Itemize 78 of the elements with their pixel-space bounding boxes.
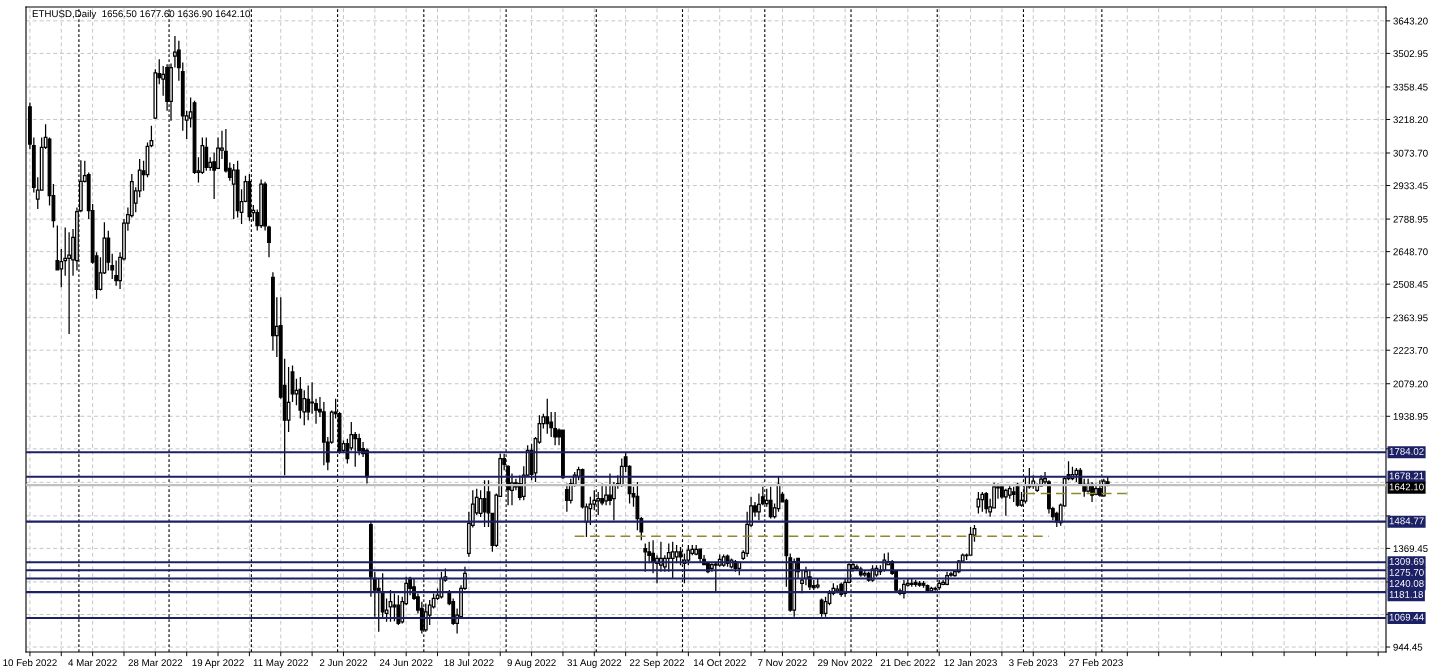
candlestick (259, 178, 264, 229)
ref-line-label: 1784.02 (1389, 447, 1424, 455)
candlestick (1074, 467, 1079, 483)
candlestick (984, 491, 989, 515)
y-tick-label: 2508.45 (1393, 280, 1428, 288)
x-tick-label: 22 Sep 2022 (629, 659, 685, 669)
x-tick-label: 3 Feb 2023 (1009, 658, 1058, 667)
y-tick-label: 2223.70 (1393, 346, 1428, 354)
x-tick-label: 12 Jan 2023 (944, 659, 997, 667)
candlestick (976, 491, 981, 515)
candlestick (737, 561, 742, 576)
ref-line-label: 1181.18 (1389, 591, 1423, 598)
ref-line-label: 1069.44 (1389, 613, 1424, 621)
candlestick (1003, 488, 1008, 517)
candlestick (666, 542, 671, 573)
candlestick (204, 136, 209, 172)
candlestick (670, 541, 675, 580)
y-tick-label: 1369.45 (1393, 545, 1428, 553)
y-tick-label: 944.45 (1393, 643, 1423, 651)
x-tick-label: 4 Mar 2022 (68, 659, 117, 667)
y-tick-label: 2363.95 (1393, 314, 1428, 322)
candlestick (553, 411, 558, 446)
ref-line-label: 1240.08 (1389, 580, 1424, 587)
y-tick-label: 3502.95 (1393, 50, 1428, 58)
candlestick (321, 401, 326, 466)
candlestick (388, 589, 393, 623)
candlestick (815, 577, 820, 590)
ref-line-label: 1678.21 (1389, 472, 1424, 480)
x-tick-label: 18 Jul 2022 (444, 658, 494, 667)
candlestick (925, 583, 930, 593)
x-tick-label: 2 Jun 2022 (319, 659, 368, 667)
candlestick (917, 580, 922, 588)
x-tick-label: 11 May 2022 (253, 659, 309, 669)
y-tick-label: 2933.45 (1393, 182, 1428, 190)
x-tick-label: 14 Oct 2022 (693, 659, 746, 667)
ref-line-label: 1275.70 (1389, 569, 1424, 576)
y-tick-label: 2788.95 (1393, 215, 1428, 223)
candlestick (545, 398, 550, 435)
x-tick-label: 27 Feb 2023 (1069, 658, 1123, 667)
candlestick (1015, 482, 1020, 508)
x-tick-label: 9 Aug 2022 (507, 659, 556, 669)
y-tick-label: 3358.45 (1393, 83, 1428, 91)
y-tick-label: 2079.20 (1393, 380, 1428, 388)
candlestick (231, 163, 236, 220)
y-tick-label: 1938.95 (1393, 413, 1428, 420)
candlestick (561, 429, 565, 480)
y-tick-label: 3218.20 (1393, 116, 1428, 124)
candlestick (819, 597, 824, 618)
y-tick-label: 3643.20 (1393, 17, 1428, 25)
x-tick-label: 19 Apr 2022 (192, 659, 244, 669)
chart-title: ETHUSD,Daily 1656.50 1677.60 1636.90 1642.10 (32, 10, 250, 20)
candlestick (768, 486, 773, 520)
ref-line-label: 1642.10 (1389, 483, 1424, 491)
candlestick (1011, 486, 1016, 503)
x-tick-label: 7 Nov 2022 (758, 659, 807, 667)
candlestick (67, 231, 72, 335)
candlestick (698, 547, 703, 563)
candlestick (980, 491, 985, 513)
x-tick-label: 24 Jun 2022 (379, 659, 433, 667)
candlestick (913, 579, 918, 588)
candlestick (392, 592, 397, 622)
x-tick-label: 21 Dec 2022 (880, 659, 935, 667)
candlestick (306, 384, 311, 421)
candlestick (482, 479, 487, 528)
x-tick-label: 29 Nov 2022 (818, 659, 873, 667)
y-tick-label: 3073.70 (1393, 149, 1428, 157)
y-tick-label: 2648.70 (1393, 248, 1428, 256)
x-tick-label: 31 Aug 2022 (567, 659, 622, 669)
candlestick (643, 542, 648, 573)
x-tick-label: 28 Mar 2022 (128, 659, 183, 667)
ref-line-label: 1484.77 (1389, 517, 1424, 525)
candlestick (835, 584, 840, 594)
ref-line-label: 1309.69 (1389, 558, 1424, 565)
candlestick (862, 569, 867, 578)
candlestick (396, 594, 401, 626)
candlestick (921, 580, 926, 589)
x-tick-label: 10 Feb 2022 (3, 658, 57, 667)
candlestick (909, 577, 914, 588)
